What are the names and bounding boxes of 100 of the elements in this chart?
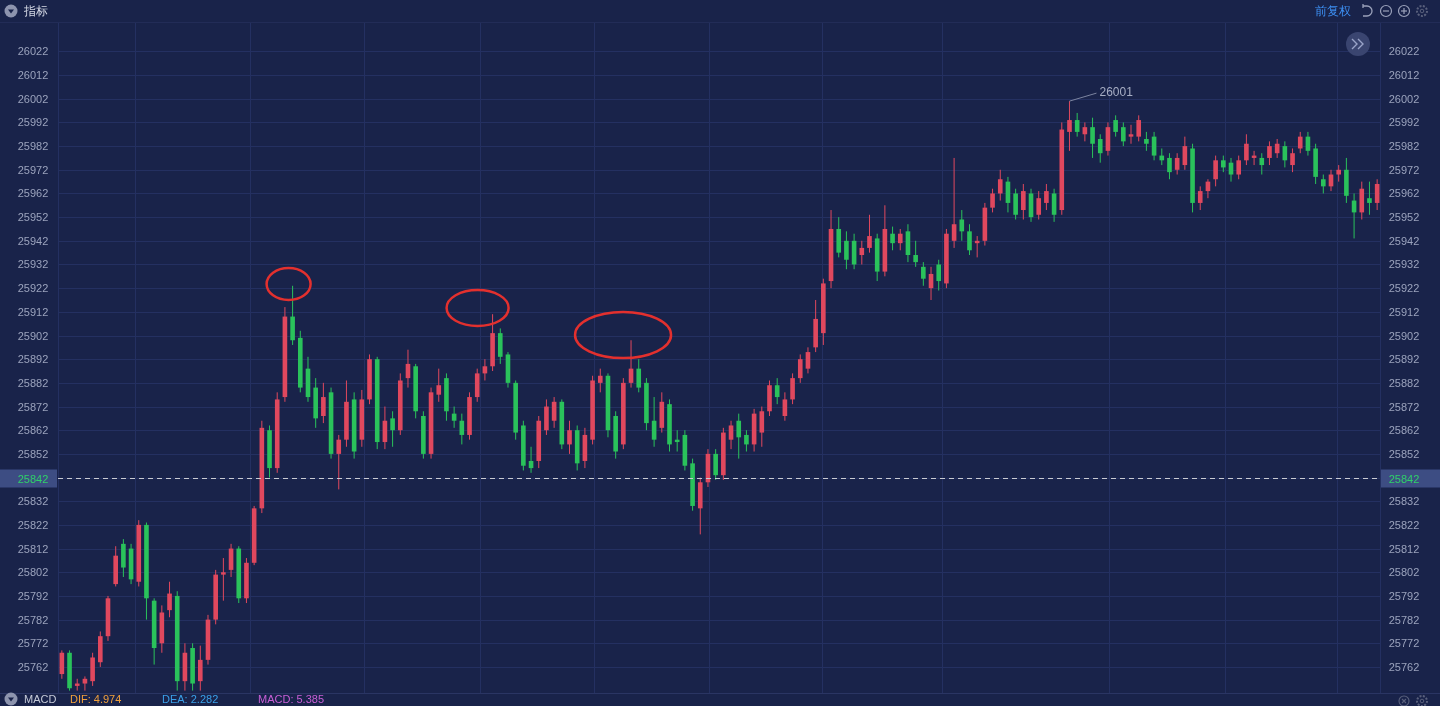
y2-tick-label: 26002 xyxy=(1388,92,1420,105)
y2-tick-label: 25922 xyxy=(1388,282,1420,295)
candlestick xyxy=(867,214,872,254)
candlestick xyxy=(321,382,326,424)
y2-tick-label: 25942 xyxy=(1388,234,1420,247)
candlestick xyxy=(997,169,1003,202)
candlestick xyxy=(1113,114,1118,138)
y2-tick-label: 25972 xyxy=(1388,163,1420,176)
y2-tick-label: 25932 xyxy=(1388,258,1420,271)
candlestick xyxy=(636,358,642,393)
candlestick xyxy=(728,420,734,450)
candlestick xyxy=(1036,190,1042,220)
y2-tick-label: 25832 xyxy=(1388,495,1420,508)
annotation: DEA: 2.282 xyxy=(162,693,219,705)
y-tick-label: 25922 xyxy=(17,282,49,295)
y-tick-label: 25892 xyxy=(17,353,49,366)
candlestick xyxy=(797,353,803,384)
candlestick xyxy=(436,368,442,403)
candlestick xyxy=(197,645,203,692)
y2-tick-label: 25812 xyxy=(1388,542,1420,555)
candlestick xyxy=(1321,174,1326,194)
candlestick xyxy=(121,538,126,578)
y2-tick-label: 25992 xyxy=(1388,116,1420,129)
candlestick xyxy=(790,372,795,405)
y2-tick-label: 25952 xyxy=(1388,211,1420,224)
candlestick xyxy=(959,209,965,242)
candlestick xyxy=(1236,155,1242,180)
y-tick-label: 25912 xyxy=(17,305,49,318)
candlestick xyxy=(836,216,842,258)
y2-tick-label: 25882 xyxy=(1388,376,1420,389)
y2-tick-label: 25762 xyxy=(1388,660,1420,673)
candlestick xyxy=(744,429,749,453)
candlestick xyxy=(1244,133,1249,166)
candlestick xyxy=(1067,100,1072,152)
y2-tick-label: 25822 xyxy=(1388,518,1420,531)
candlestick xyxy=(913,240,918,268)
y-tick-label: 25762 xyxy=(17,660,49,673)
y-tick-label: 25932 xyxy=(17,258,49,271)
y-tick-label: 25792 xyxy=(17,589,49,602)
y-tick-label: 25832 xyxy=(17,495,49,508)
y-tick-label: 25972 xyxy=(17,163,49,176)
y-tick-label: 25802 xyxy=(17,566,49,579)
y-tick-label: 25822 xyxy=(17,518,49,531)
y-tick-label: 25902 xyxy=(17,329,49,342)
candlestick xyxy=(1121,121,1126,147)
y2-tick-label: 25862 xyxy=(1388,424,1420,437)
candlestick xyxy=(390,410,395,448)
y-tick-label: 25992 xyxy=(17,116,49,129)
y-tick-label: 26002 xyxy=(17,92,49,105)
candlestick xyxy=(336,434,342,490)
y2-tick-label: 25892 xyxy=(1388,353,1420,366)
candlestick xyxy=(82,675,88,692)
candlestick xyxy=(890,226,895,251)
candlestick xyxy=(990,188,995,213)
candlestick xyxy=(1136,114,1142,142)
chart-title: 指标 xyxy=(23,4,48,18)
candlestick xyxy=(1097,133,1103,164)
candlestick xyxy=(290,285,295,346)
y2-tick-label: 26022 xyxy=(1388,45,1420,58)
candlestick xyxy=(1044,183,1049,211)
candlestick xyxy=(1290,147,1295,173)
candlestick xyxy=(759,406,765,448)
candlestick xyxy=(1367,181,1372,216)
y2-tick-label: 25782 xyxy=(1388,613,1420,626)
candlestick xyxy=(167,581,172,618)
candlestick xyxy=(674,429,680,453)
candlestick xyxy=(544,398,549,436)
candlestick xyxy=(967,223,972,256)
text: MACD xyxy=(24,693,57,705)
candlestick xyxy=(1197,185,1203,211)
candlestick xyxy=(1051,188,1057,223)
y-tick-label: 25852 xyxy=(17,447,49,460)
y-tick-label: 25942 xyxy=(17,234,49,247)
y2-tick-label: 25772 xyxy=(1388,637,1420,650)
candlestick xyxy=(1267,140,1272,166)
y2-tick-label: 26012 xyxy=(1388,69,1420,82)
y-tick-label: 25782 xyxy=(17,613,49,626)
y-tick-label: 25842 xyxy=(17,472,49,485)
candlestick xyxy=(1090,117,1095,159)
y2-tick-label: 25912 xyxy=(1388,305,1420,318)
candlestick xyxy=(1259,152,1265,176)
candlestick xyxy=(713,448,718,481)
y2-tick-label: 25802 xyxy=(1388,566,1420,579)
candlestick xyxy=(567,420,572,455)
candlestick xyxy=(1021,183,1026,220)
y2-tick-label: 25902 xyxy=(1388,329,1420,342)
y-tick-label: 25982 xyxy=(17,140,49,153)
candlestick xyxy=(1213,155,1218,187)
candlestick xyxy=(1359,181,1365,220)
annotation: 26001 xyxy=(1099,85,1134,100)
candlestick xyxy=(1013,188,1018,220)
y-tick-label: 25772 xyxy=(17,637,49,650)
candlestick xyxy=(921,261,926,287)
candlestick xyxy=(1297,131,1303,154)
y2-tick-label: 25982 xyxy=(1388,140,1420,153)
candlestick xyxy=(474,368,480,403)
y2-tick-label: 25842 xyxy=(1388,472,1420,485)
y-tick-label: 25872 xyxy=(17,400,49,413)
candlestick xyxy=(1128,124,1134,145)
candlestick xyxy=(1144,131,1149,152)
